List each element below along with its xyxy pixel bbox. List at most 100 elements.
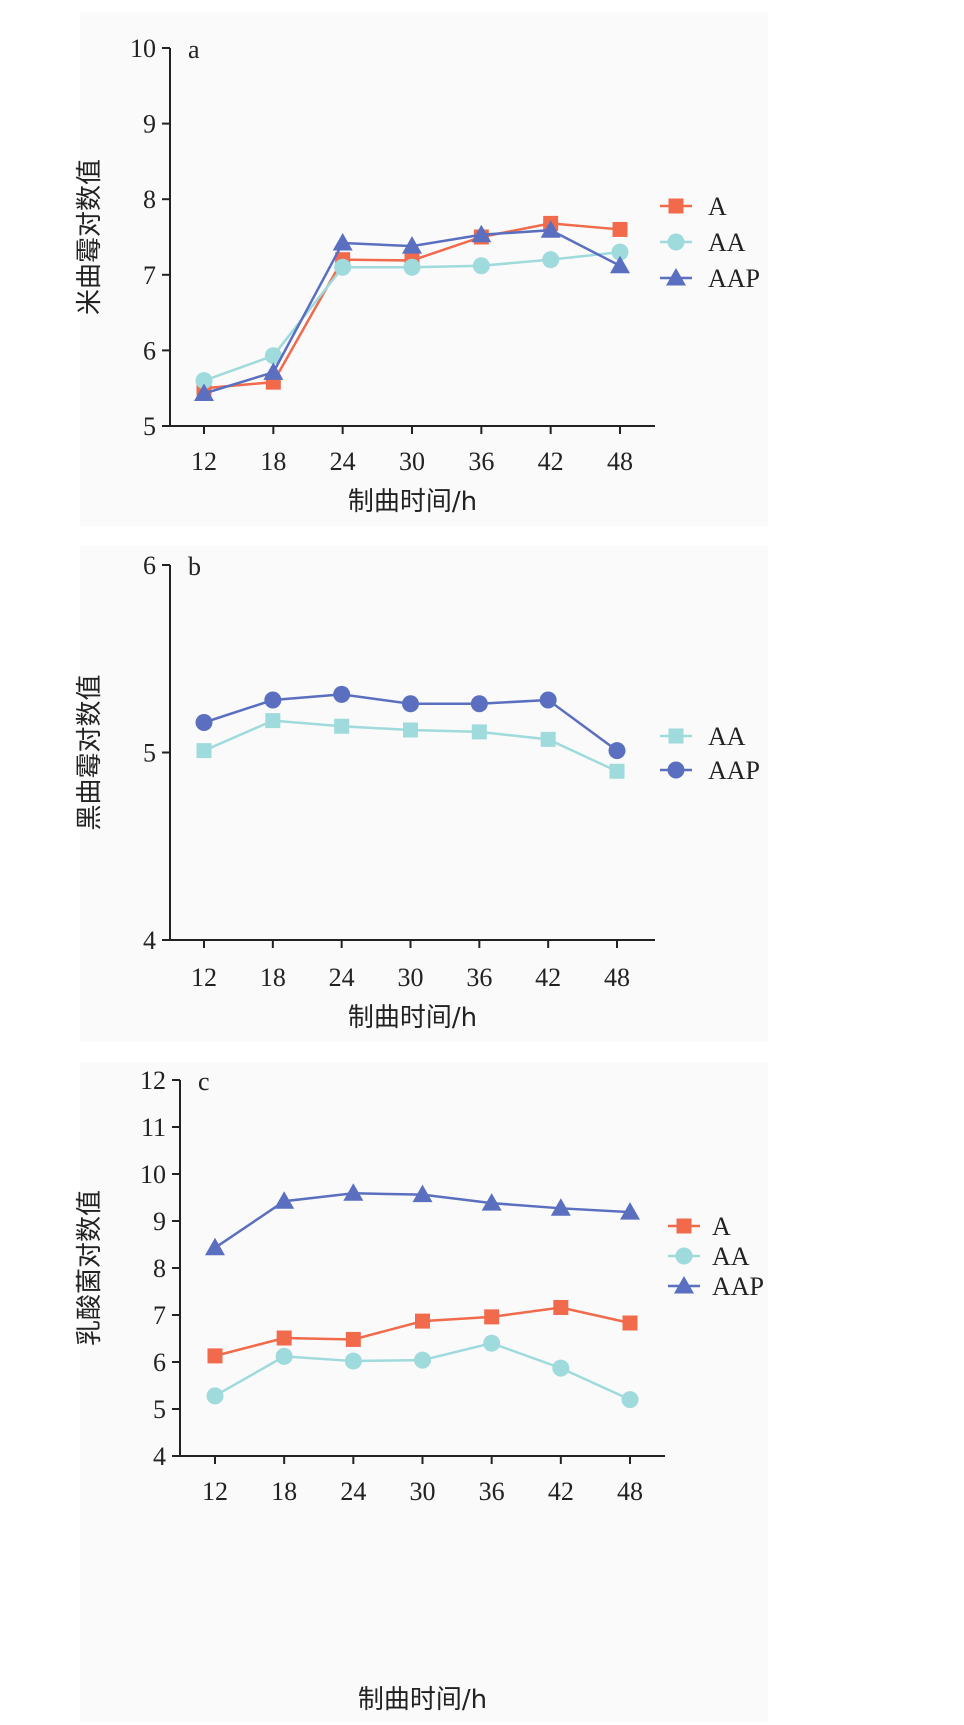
data-point-AAP bbox=[620, 1202, 640, 1220]
data-point-AA bbox=[540, 731, 556, 747]
data-point-AA bbox=[552, 1359, 570, 1377]
data-point-AAP bbox=[402, 695, 419, 713]
data-point-AA bbox=[483, 1334, 501, 1352]
legend-entry-A: A bbox=[668, 1212, 731, 1241]
data-point-AAP bbox=[412, 1184, 433, 1203]
x-tick-label: 24 bbox=[340, 1477, 366, 1506]
data-point-AAP bbox=[539, 691, 557, 709]
x-axis-title: 制曲时间/h bbox=[348, 487, 477, 517]
x-tick-label: 12 bbox=[191, 447, 217, 476]
y-tick-label: 5 bbox=[143, 739, 156, 768]
y-tick-label: 10 bbox=[140, 1160, 166, 1189]
y-tick-label: 9 bbox=[153, 1207, 166, 1236]
x-tick-label: 18 bbox=[271, 1477, 297, 1506]
series-AAP bbox=[194, 220, 630, 401]
panel-c-background bbox=[80, 1062, 768, 1722]
data-point-AAP bbox=[402, 236, 422, 254]
panel-letter: b bbox=[188, 552, 201, 581]
data-point-AA bbox=[611, 243, 629, 261]
data-point-AA bbox=[344, 1352, 362, 1370]
data-point-AAP bbox=[274, 1191, 295, 1209]
y-tick-label: 9 bbox=[143, 110, 156, 139]
x-tick-label: 42 bbox=[535, 963, 561, 992]
x-tick-label: 24 bbox=[329, 963, 355, 992]
data-point-AAP bbox=[470, 695, 488, 713]
legend-entry-AA: AA bbox=[660, 722, 746, 751]
legend-label: AA bbox=[708, 228, 746, 257]
data-point-AAP bbox=[333, 685, 351, 703]
chart-panel-b: 4 5 6 12 18 24 30 36 42 48 b 制曲时间/h 黑曲霉对数值 AA AAP bbox=[75, 551, 760, 1033]
legend-label: AA bbox=[708, 722, 746, 751]
data-point-AAP bbox=[263, 362, 284, 380]
x-tick-label: 36 bbox=[479, 1477, 505, 1506]
x-tick-label: 12 bbox=[202, 1477, 228, 1506]
panel-b-background bbox=[80, 546, 768, 1042]
y-tick-label: 7 bbox=[143, 261, 156, 290]
legend-label: AAP bbox=[708, 264, 760, 293]
y-tick-label: 11 bbox=[141, 1113, 166, 1142]
x-tick-label: 36 bbox=[466, 963, 492, 992]
data-point-AA bbox=[334, 718, 350, 734]
legend-entry-AAP: AAP bbox=[668, 1272, 764, 1301]
legend-entry-AAP: AAP bbox=[660, 264, 760, 293]
legend-marker bbox=[676, 1218, 692, 1234]
data-point-AAP bbox=[343, 1183, 364, 1201]
legend-entry-AAP: AAP bbox=[660, 756, 760, 785]
data-point-A bbox=[207, 1348, 223, 1364]
y-tick-label: 6 bbox=[143, 336, 156, 365]
legend-label: AAP bbox=[712, 1272, 764, 1301]
panel-letter: c bbox=[198, 1067, 210, 1096]
legend-label: AA bbox=[712, 1242, 750, 1271]
data-point-AAP bbox=[471, 224, 492, 243]
x-tick-label: 42 bbox=[548, 1477, 574, 1506]
legend-label: A bbox=[708, 192, 727, 221]
legend-label: A bbox=[712, 1212, 731, 1241]
data-point-AAP bbox=[264, 691, 282, 709]
x-tick-label: 18 bbox=[260, 447, 286, 476]
legend-marker bbox=[674, 1276, 694, 1294]
data-point-AAP bbox=[332, 233, 353, 251]
data-point-AA bbox=[195, 372, 213, 390]
legend-entry-AA: AA bbox=[660, 228, 746, 257]
x-tick-label: 36 bbox=[468, 447, 494, 476]
x-axis-title: 制曲时间/h bbox=[358, 1685, 487, 1715]
series-AA bbox=[195, 243, 629, 390]
data-point-AA bbox=[403, 258, 421, 276]
panel-a-background bbox=[80, 12, 768, 526]
x-tick-label: 30 bbox=[398, 963, 424, 992]
y-tick-label: 4 bbox=[143, 926, 156, 955]
legend-entry-AA: AA bbox=[668, 1242, 750, 1271]
data-point-AA bbox=[196, 743, 212, 759]
data-point-A bbox=[622, 1315, 638, 1331]
data-point-AAP bbox=[195, 714, 213, 731]
data-point-AAP bbox=[608, 742, 626, 760]
data-point-AAP bbox=[194, 383, 214, 401]
y-tick-label: 4 bbox=[153, 1442, 166, 1471]
legend-marker bbox=[668, 198, 684, 214]
data-point-AAP bbox=[205, 1237, 225, 1256]
y-tick-label: 8 bbox=[153, 1254, 166, 1283]
data-point-AA bbox=[403, 722, 418, 738]
data-point-AA bbox=[334, 258, 352, 276]
data-point-AA bbox=[206, 1387, 224, 1405]
data-point-A bbox=[553, 1299, 569, 1315]
data-point-AAP bbox=[610, 255, 630, 274]
legend-entry-A: A bbox=[660, 192, 727, 221]
data-point-AAP bbox=[540, 220, 561, 238]
data-point-AA bbox=[275, 1347, 293, 1365]
y-axis-title: 米曲霉对数值 bbox=[75, 159, 105, 315]
x-tick-label: 30 bbox=[399, 447, 425, 476]
data-point-AA bbox=[414, 1351, 431, 1369]
series-AA bbox=[196, 713, 625, 779]
chart-panel-c: 4 5 6 7 8 9 10 11 12 12 18 24 30 36 42 48 c 制曲时间/h 乳酸菌对数值 A… bbox=[75, 1066, 764, 1715]
y-tick-label: 5 bbox=[143, 412, 156, 441]
x-tick-label: 18 bbox=[260, 963, 286, 992]
data-point-AA bbox=[471, 724, 487, 740]
data-point-A bbox=[612, 221, 628, 237]
x-tick-label: 42 bbox=[538, 447, 564, 476]
data-point-A bbox=[484, 1309, 500, 1325]
x-tick-label: 12 bbox=[191, 963, 217, 992]
series-AAP bbox=[205, 1183, 640, 1256]
data-point-A bbox=[345, 1331, 361, 1347]
